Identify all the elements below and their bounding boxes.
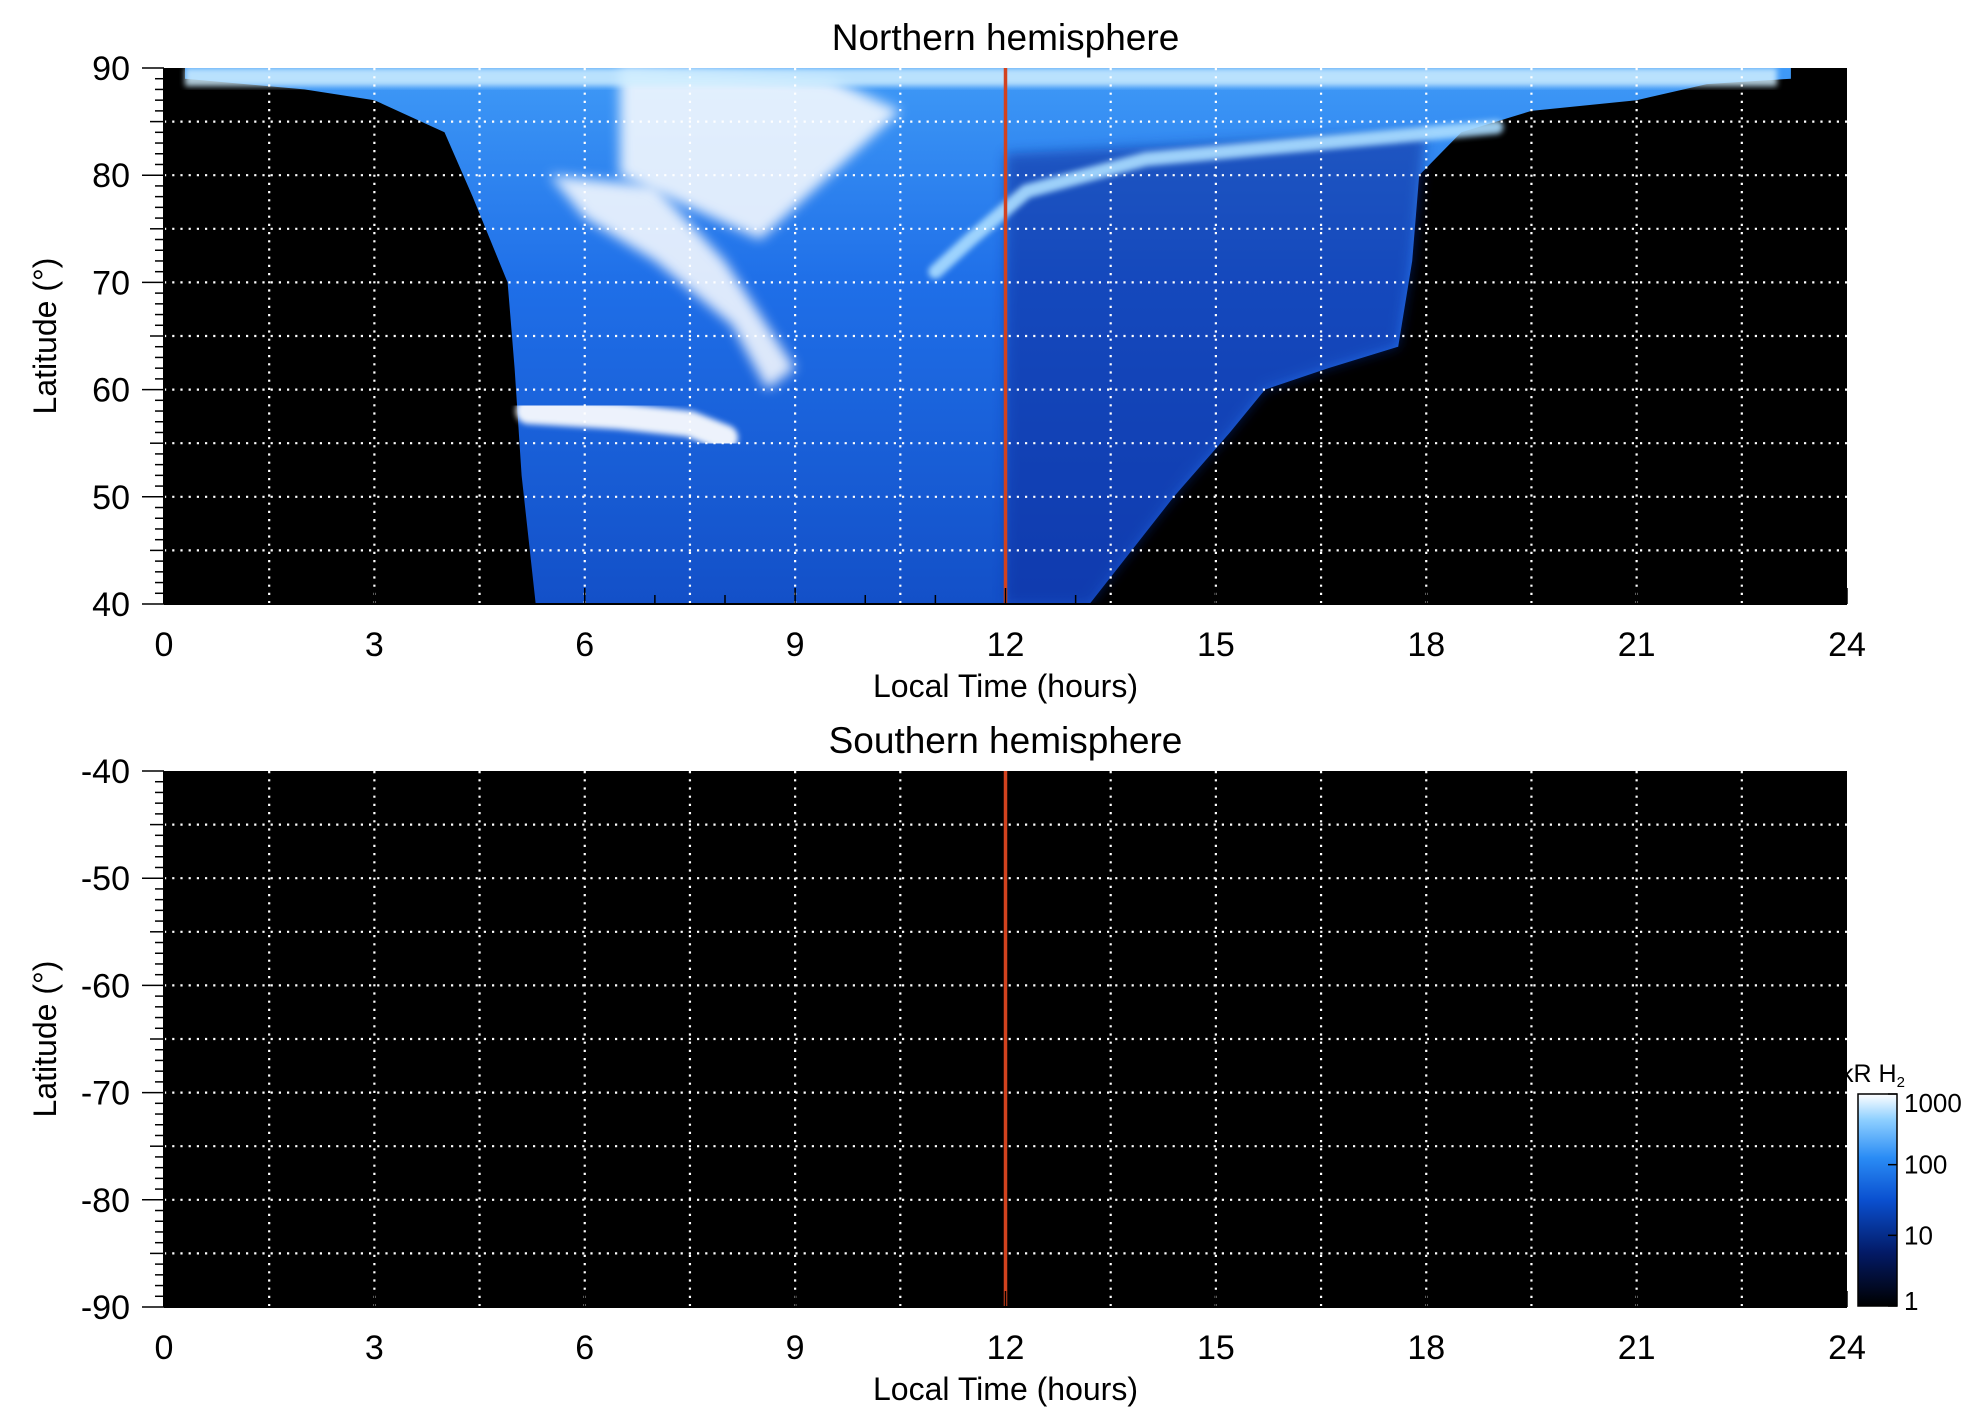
colorbar-label: kR H2 [1841,1060,1905,1091]
x-tick-label: 12 [987,626,1025,664]
y-tick-label: -70 [81,1075,130,1113]
colorbar-tick-label: 100 [1904,1150,1947,1180]
x-tick-label: 3 [365,1329,384,1367]
southern-x-tick-labels: 0 3 6 9 12 15 18 21 24 [155,1329,1866,1367]
northern-x-tick-labels: 0 3 6 9 12 15 18 21 24 [155,626,1866,664]
y-tick-label: 90 [92,50,130,88]
x-tick-label: 6 [575,626,594,664]
x-tick-label: 0 [155,1329,174,1367]
northern-x-axis-label: Local Time (hours) [873,668,1138,704]
colorbar-tick-label: 1 [1904,1286,1918,1316]
x-tick-label: 9 [786,626,805,664]
colorbar-tick-label: 1000 [1904,1088,1962,1118]
x-tick-label: 18 [1407,1329,1445,1367]
southern-panel: Southern hemisphere 0 3 6 9 12 15 18 21 24 -40 -5… [27,720,1866,1407]
y-tick-label: 60 [92,372,130,410]
y-tick-label: -90 [81,1289,130,1327]
northern-panel: Northern hemisphere 0 3 6 9 12 15 18 21 24 40 50 6… [27,17,1866,704]
southern-x-axis-label: Local Time (hours) [873,1371,1138,1407]
northern-y-tick-labels: 40 50 60 70 80 90 [92,50,130,624]
y-tick-label: -60 [81,967,130,1005]
northern-title: Northern hemisphere [832,17,1180,58]
x-tick-label: 3 [365,626,384,664]
x-tick-label: 24 [1828,626,1866,664]
northern-grid [164,68,1847,604]
southern-axes [142,770,1848,1308]
colorbar-gradient [1857,1093,1898,1307]
polar-cap-strip [185,68,1777,87]
y-tick-label: -50 [81,860,130,898]
southern-title: Southern hemisphere [829,720,1183,761]
southern-y-tick-labels: -40 -50 -60 -70 -80 -90 [81,753,130,1327]
y-tick-label: 40 [92,586,130,624]
aurora-arc-1 [928,120,1504,279]
northern-y-axis-label: Latitude (°) [27,258,63,415]
x-tick-label: 24 [1828,1329,1866,1367]
y-tick-label: 70 [92,264,130,302]
y-tick-label: -40 [81,753,130,791]
x-tick-label: 21 [1618,626,1656,664]
colorbar-label-main: kR H [1841,1060,1897,1088]
southern-grid [164,771,1847,1307]
northern-axes [142,67,1848,605]
y-tick-label: -80 [81,1182,130,1220]
aurora-band-0 [515,398,738,451]
colorbar-tick-label: 10 [1904,1220,1933,1250]
x-tick-label: 9 [786,1329,805,1367]
y-tick-label: 50 [92,479,130,517]
southern-y-axis-label: Latitude (°) [27,961,63,1118]
x-tick-label: 18 [1407,626,1445,664]
colorbar: kR H2 1000 100 10 1 [1841,1060,1962,1316]
x-tick-label: 15 [1197,1329,1235,1367]
x-tick-label: 6 [575,1329,594,1367]
x-tick-label: 0 [155,626,174,664]
aurora-patch-2 [549,175,796,390]
colorbar-ticks: 1000 100 10 1 [1888,1088,1962,1316]
x-tick-label: 12 [987,1329,1025,1367]
x-tick-label: 21 [1618,1329,1656,1367]
y-tick-label: 80 [92,157,130,195]
x-tick-label: 15 [1197,626,1235,664]
colorbar-label-subscript: 2 [1897,1074,1905,1091]
